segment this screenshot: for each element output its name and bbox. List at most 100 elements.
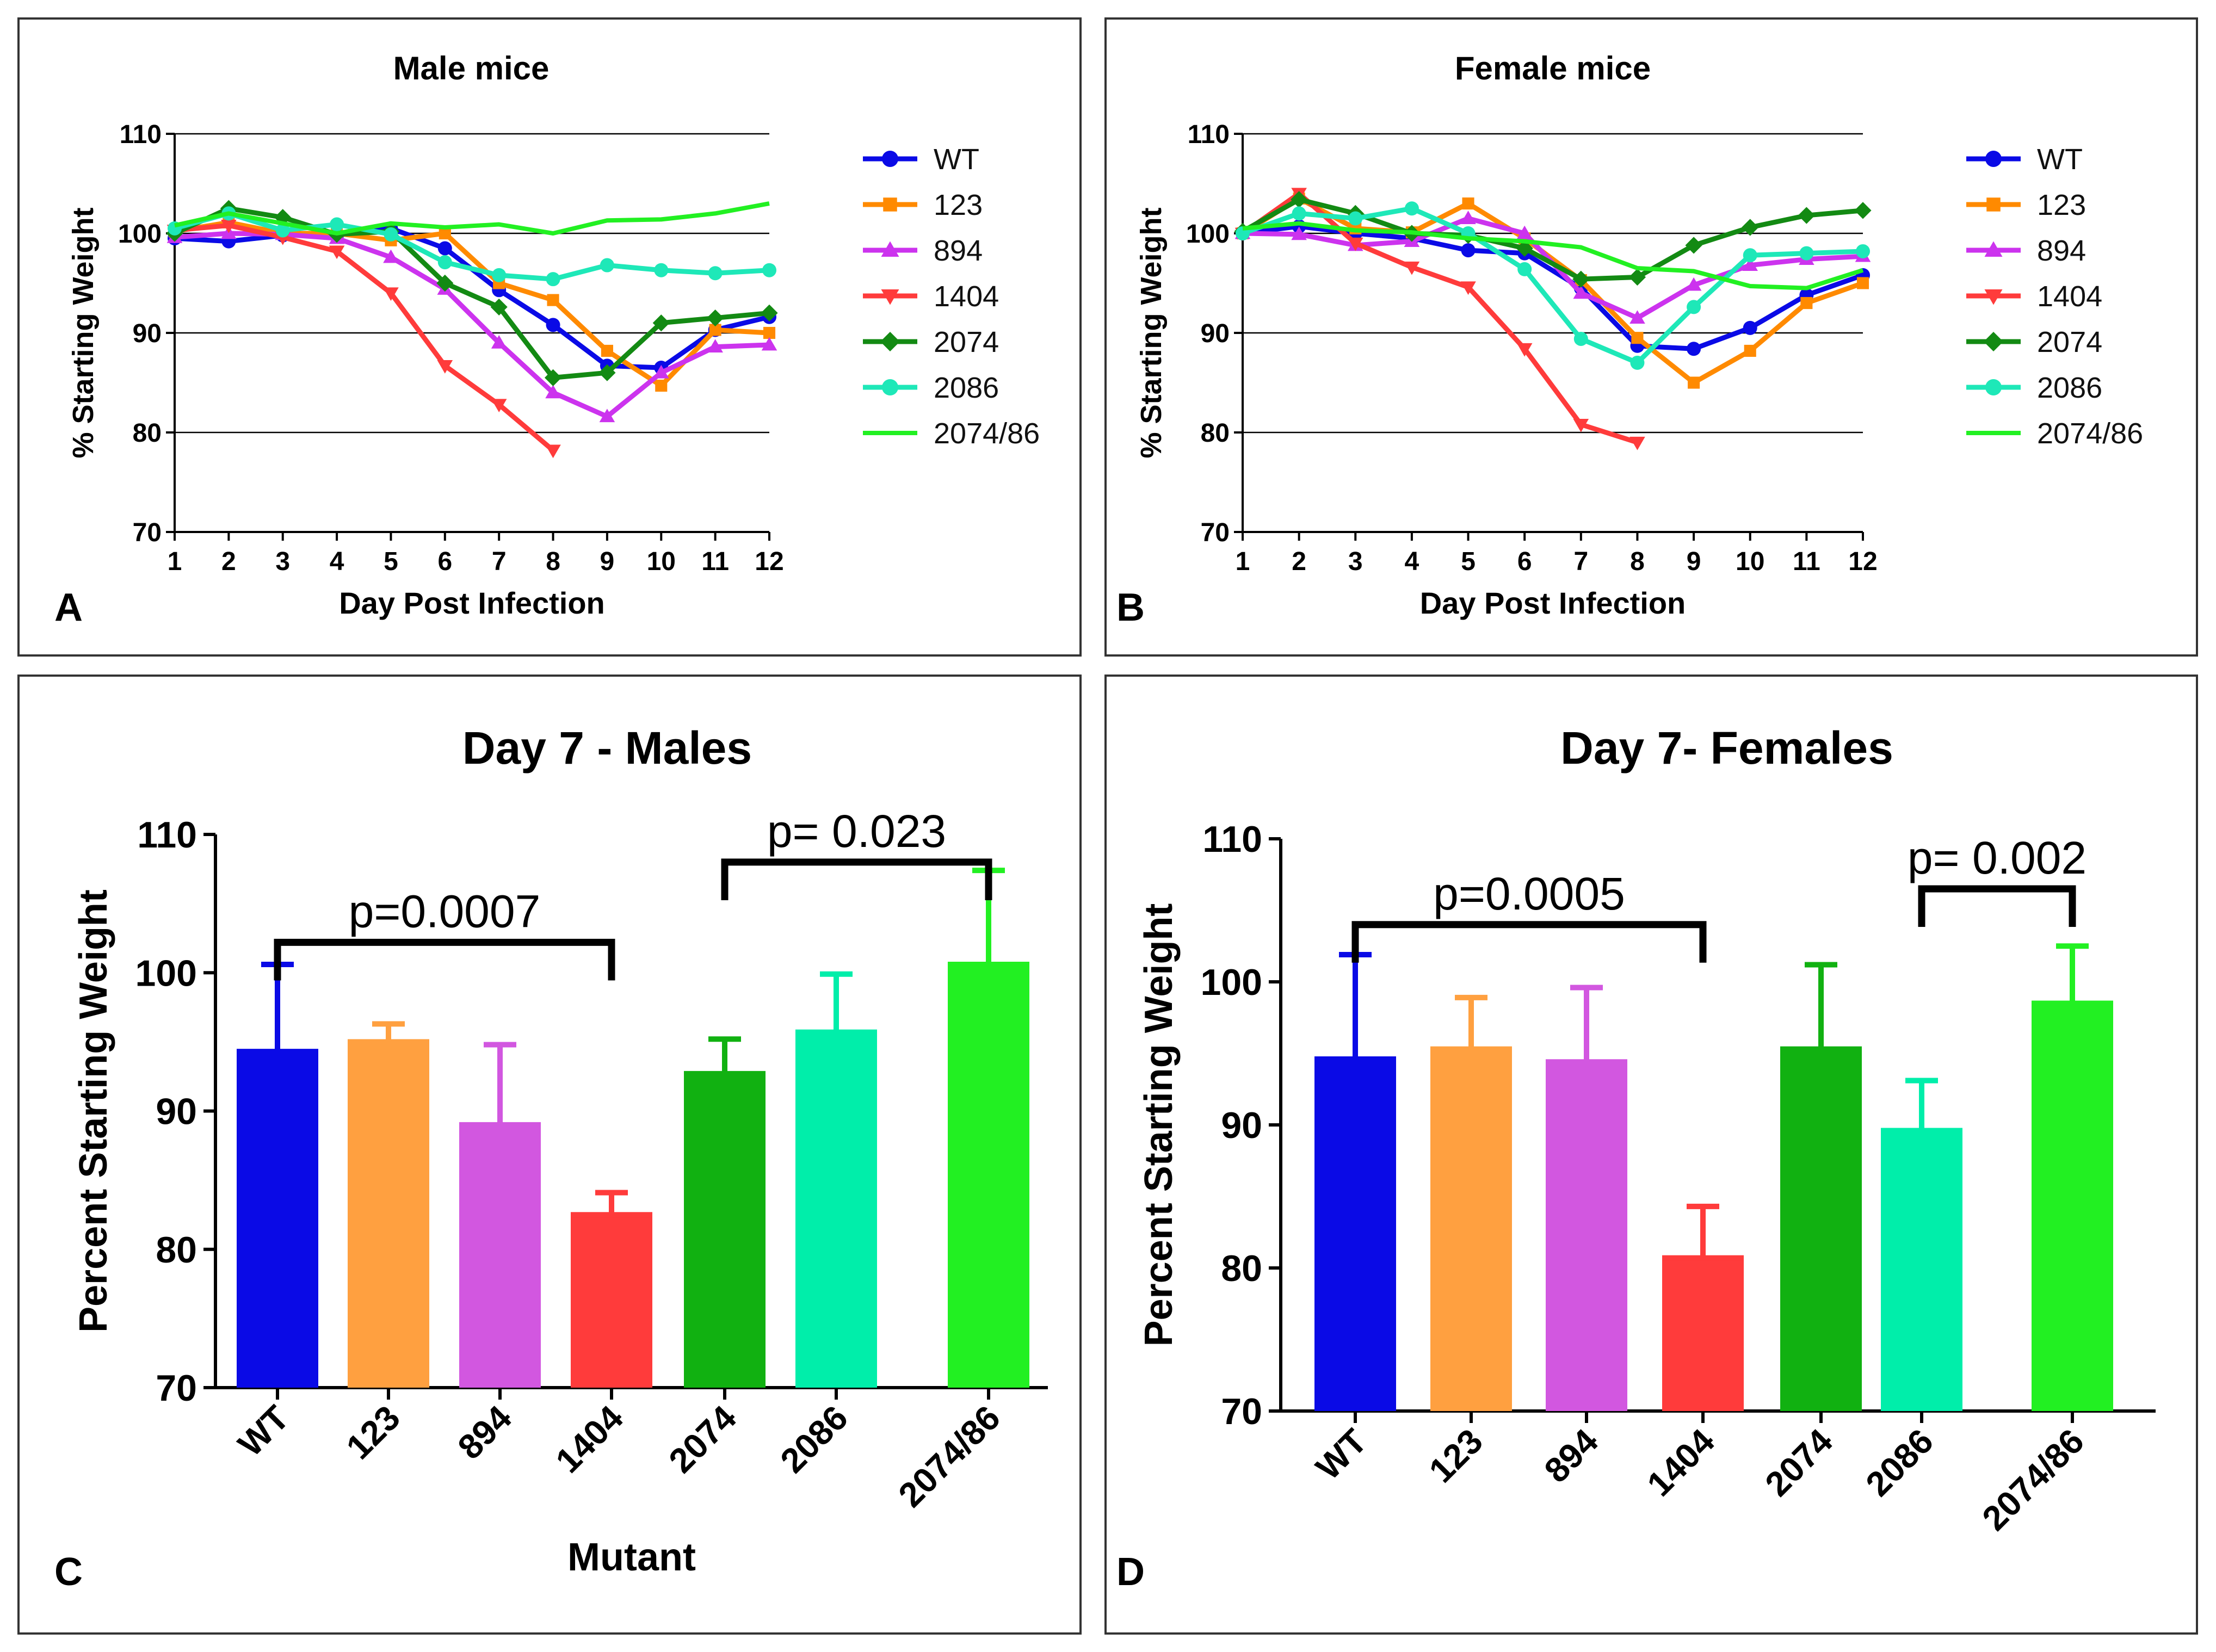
bar-wt (237, 1051, 318, 1388)
data-point-wt-day-8 (546, 318, 560, 332)
data-point-wt-day-10 (1743, 320, 1757, 335)
legend-label-wt: WT (2037, 143, 2083, 176)
chart-title: Day 7 - Males (462, 722, 752, 774)
x-tick-label-11: 11 (701, 547, 729, 576)
data-point-1404-day-7 (491, 399, 507, 413)
chart-title: Day 7- Females (1560, 722, 1893, 774)
data-point-wt-day-9 (1687, 342, 1701, 356)
data-point-2074-day-11 (707, 309, 724, 327)
bar-894 (459, 1124, 541, 1388)
data-point-2086-day-8 (546, 272, 560, 287)
bar-2074 (684, 1073, 766, 1388)
legend-label-wt: WT (934, 143, 979, 176)
p-value-label-2: p= 0.023 (767, 806, 946, 857)
x-tick-label-9: 9 (1687, 547, 1701, 576)
data-point-123-day-12 (1856, 277, 1869, 289)
bar-2086 (1881, 1130, 1962, 1411)
series-line-1404 (174, 222, 555, 453)
data-point-123-day-8 (1631, 332, 1644, 344)
data-point-2074-day-7 (1572, 270, 1590, 288)
data-point-894-day-8 (1629, 310, 1645, 324)
data-point-2074-day-2 (1291, 191, 1308, 208)
panel-letter-a: A (54, 586, 83, 629)
x-tick-label-5: 5 (384, 547, 398, 576)
data-point-123-day-11 (1800, 297, 1813, 310)
y-tick-label-100: 100 (1186, 220, 1230, 249)
x-tick-label-4: 4 (1405, 547, 1419, 576)
legend-label-894: 894 (2037, 234, 2086, 267)
x-tick-label-wt: WT (231, 1398, 297, 1464)
legend-label-2074-86: 2074/86 (934, 417, 1040, 450)
data-point-2086-day-6 (1517, 262, 1532, 276)
bar-wt (1314, 1059, 1396, 1411)
legend-marker-123 (1986, 197, 2001, 212)
day7-males-chart-svg: Day 7 - Males 70 80 90 100 110 Percent Startin… (72, 722, 1048, 1579)
p-value-label-1: p=0.0007 (349, 886, 541, 937)
data-point-894-day-8 (545, 385, 561, 399)
data-point-2074-day-12 (761, 304, 778, 321)
y-tick-label-100: 100 (135, 952, 197, 994)
x-tick-label-1404: 1404 (1639, 1421, 1722, 1504)
x-tick-label-8: 8 (1630, 547, 1645, 576)
data-point-2074-day-7 (490, 298, 508, 316)
series-line-123 (174, 220, 770, 388)
x-tick-label-3: 3 (275, 547, 290, 576)
legend-marker-1404 (1984, 289, 2003, 305)
y-tick-label-70: 70 (1221, 1391, 1262, 1432)
y-tick-label-110: 110 (1188, 120, 1230, 149)
data-point-2086-day-3 (1348, 211, 1363, 226)
data-point-2074-day-6 (1516, 239, 1533, 257)
data-point-2086-day-7 (492, 268, 507, 282)
data-point-894-day-6 (1516, 225, 1533, 239)
data-point-894-day-12 (761, 337, 777, 351)
series-line-2074-86 (174, 201, 770, 236)
x-tick-label-10: 10 (1736, 547, 1764, 576)
panel-letter-d: D (1116, 1550, 1145, 1594)
data-point-123-day-10 (1744, 344, 1756, 357)
data-point-894-day-7 (1573, 285, 1589, 299)
y-axis-label: Percent Starting Weight (72, 889, 115, 1333)
data-point-2074-day-3 (274, 209, 292, 226)
bar-2074-86 (2032, 1003, 2113, 1411)
data-point-894-day-2 (1291, 226, 1307, 240)
data-point-2074-day-9 (1685, 237, 1702, 254)
data-point-2086-day-3 (275, 223, 290, 238)
x-tick-label-12: 12 (1848, 547, 1877, 576)
data-point-2074-day-6 (436, 274, 454, 292)
legend-label-2074: 2074 (934, 326, 999, 358)
panel-d-day7-females-bar-chart: Day 7- Females 70 80 90 100 110 Percent Starti… (1104, 675, 2198, 1635)
data-point-123-day-11 (709, 324, 721, 336)
data-point-1404-day-6 (1516, 343, 1533, 357)
data-point-2074-day-8 (1628, 268, 1646, 286)
legend-label-894: 894 (934, 234, 983, 267)
y-tick-label-80: 80 (1201, 419, 1230, 448)
bar-2074-86 (948, 964, 1029, 1388)
legend-marker-2074 (1984, 332, 2003, 351)
y-tick-label-70: 70 (156, 1368, 197, 1409)
data-point-2074-day-12 (1854, 202, 1872, 219)
data-point-1404-day-4 (329, 245, 345, 259)
data-point-2086-day-4 (330, 217, 344, 232)
legend-label-123: 123 (934, 189, 983, 221)
x-tick-label-1: 1 (168, 547, 182, 576)
data-point-2086-day-6 (437, 255, 452, 270)
x-tick-label-2: 2 (221, 547, 236, 576)
data-point-2086-day-10 (654, 263, 669, 277)
data-point-123-day-10 (655, 379, 668, 392)
data-point-123-day-9 (1688, 376, 1700, 389)
x-tick-label-7: 7 (492, 547, 507, 576)
x-tick-label-2074-86: 2074/86 (1974, 1421, 2091, 1538)
data-point-123-day-9 (601, 344, 613, 357)
series-line-wt (174, 226, 770, 370)
x-tick-label-2: 2 (1292, 547, 1306, 576)
significance-bracket-2 (721, 858, 992, 900)
data-point-2086-day-11 (708, 266, 723, 281)
data-point-2086-day-2 (1292, 206, 1306, 221)
data-point-123-day-8 (547, 294, 559, 306)
bar-1404 (571, 1215, 652, 1388)
data-point-2086-day-7 (1573, 331, 1588, 346)
y-tick-label-70: 70 (1201, 518, 1230, 547)
p-value-label-2: p= 0.002 (1908, 832, 2087, 883)
x-tick-label-wt: WT (1308, 1421, 1374, 1487)
